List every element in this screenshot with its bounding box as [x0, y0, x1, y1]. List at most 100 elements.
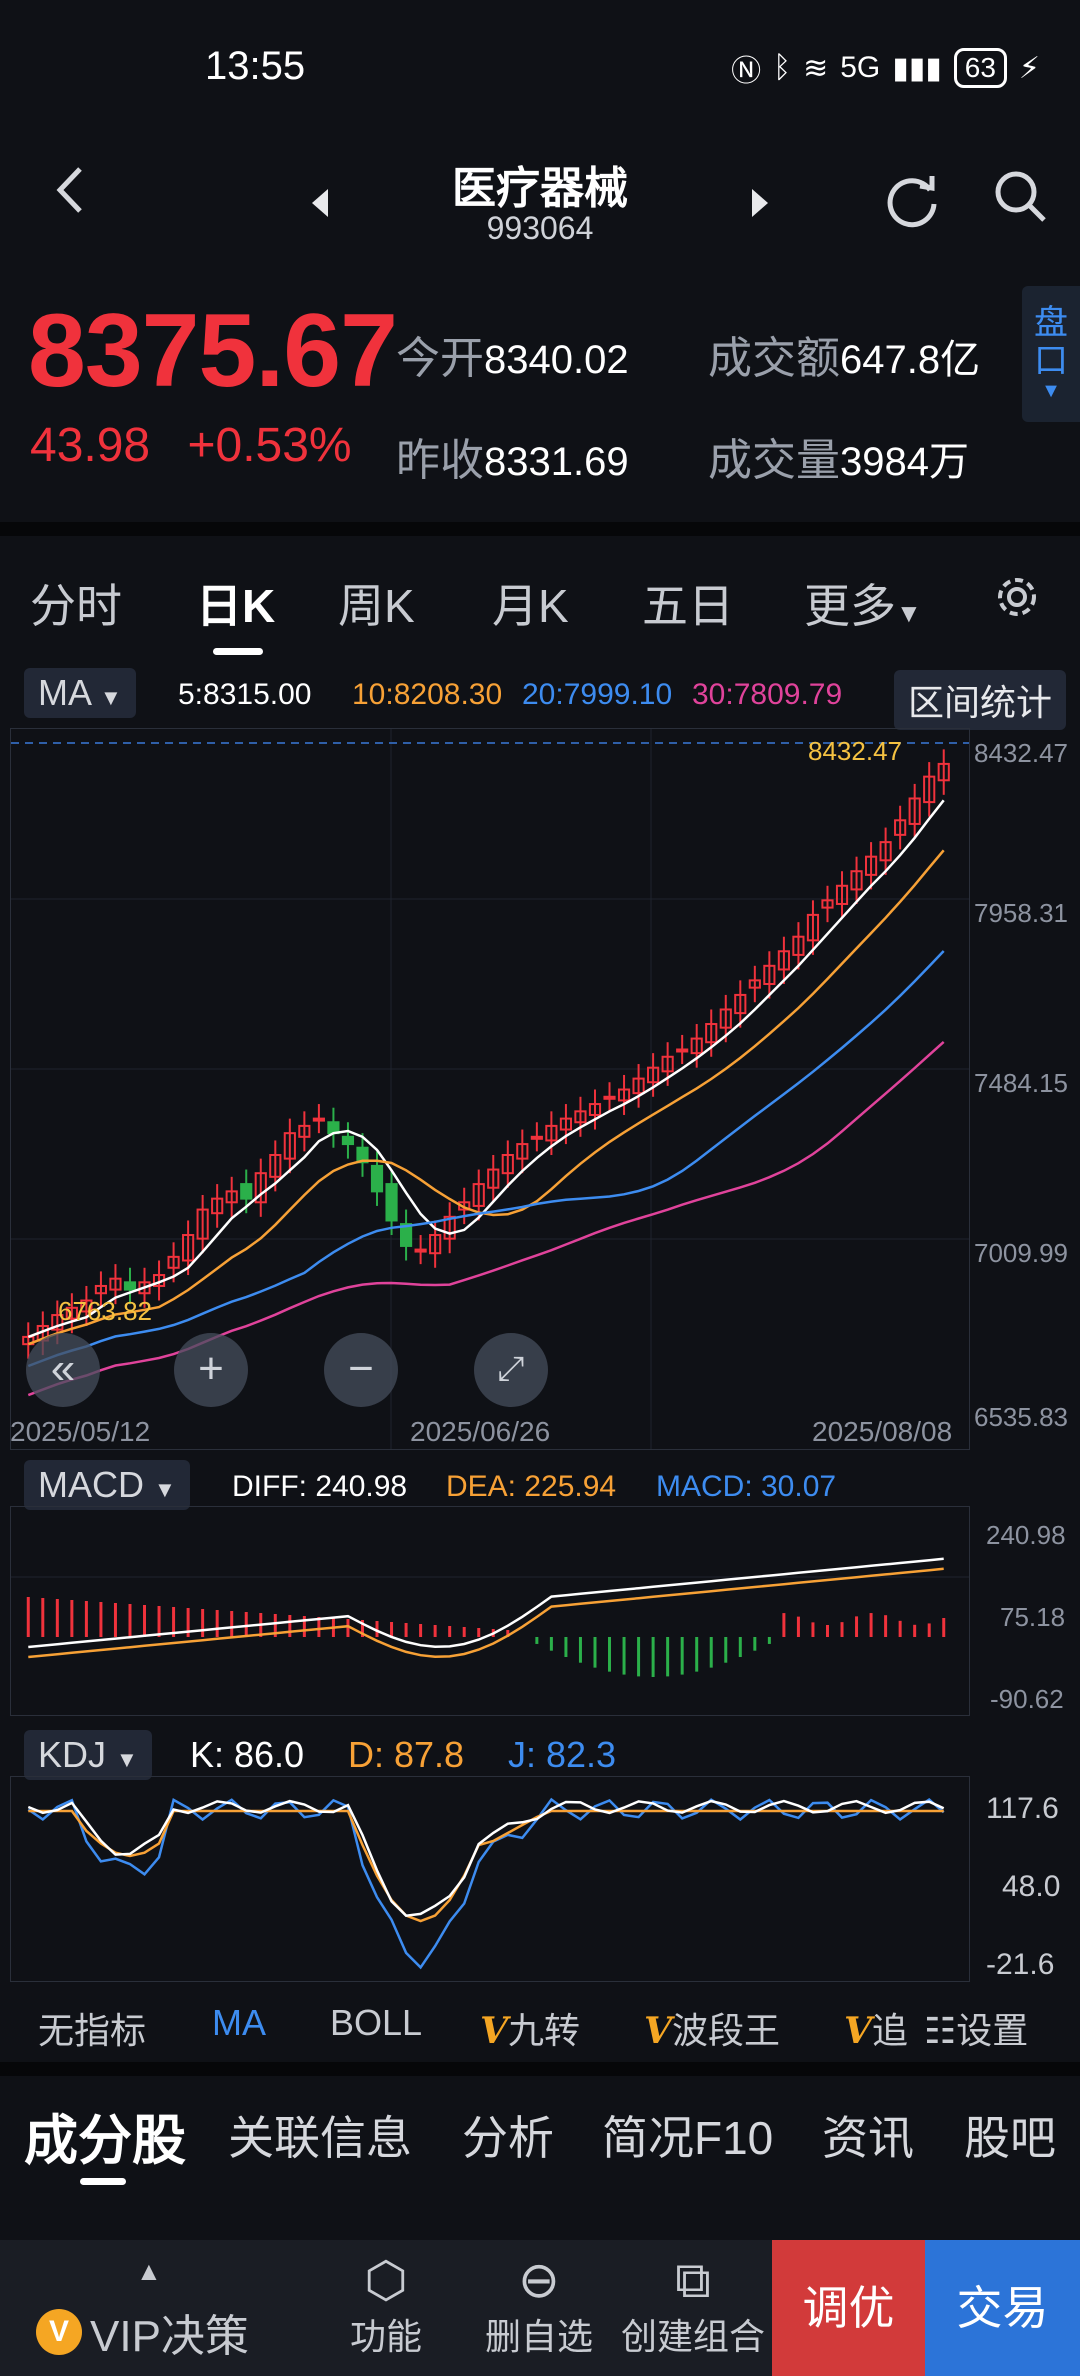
zoom-in-button[interactable]: + [174, 1333, 248, 1407]
x-label-0: 2025/05/12 [10, 1416, 151, 1447]
tab-f10[interactable]: 简况F10 [602, 2112, 774, 2164]
price-change: 43.98 +0.53% [30, 418, 352, 473]
candle-body [182, 1234, 195, 1262]
prev-stock-icon[interactable] [308, 176, 332, 230]
battery-level: 63 [953, 48, 1007, 88]
macd-value: MACD: 30.07 [656, 1470, 837, 1503]
macd-dea: DEA: 225.94 [446, 1470, 617, 1503]
tab-five-day[interactable]: 五日 [642, 580, 734, 632]
indicator-none[interactable]: 无指标 [38, 2010, 147, 2051]
refresh-icon[interactable] [882, 168, 942, 233]
nfc-icon: Ⓝ [731, 55, 762, 88]
function-button[interactable]: ⬡ 功能 [336, 2252, 436, 2360]
ma5-line [27, 799, 945, 1339]
ma-select[interactable]: MA ▼ [24, 668, 136, 718]
search-icon[interactable] [990, 166, 1050, 231]
tab-constituents[interactable]: 成分股 [24, 2111, 186, 2171]
candle-body [850, 870, 863, 891]
back-icon[interactable] [52, 165, 88, 226]
status-icons: Ⓝ ᛒ ≋ 5G ▮▮▮ 63 ⚡ [731, 46, 1040, 90]
candle-body [385, 1183, 398, 1222]
candle-body [487, 1168, 500, 1189]
kdj-d-line [28, 1809, 944, 1923]
pankou-label: 盘口 [1034, 304, 1068, 380]
candle-body [806, 913, 820, 942]
indicator-zhui[interactable]: V追 [844, 2002, 908, 2054]
amount-label: 成交额 [708, 334, 840, 383]
y-label-1: 7958.31 [974, 898, 1068, 928]
kdj-j-line [27, 1797, 945, 1970]
prev-close-row: 昨收8331.69 [396, 424, 629, 488]
stock-code: 993064 [486, 210, 594, 246]
tab-analysis[interactable]: 分析 [462, 2112, 554, 2164]
create-portfolio-button[interactable]: ⧉ 创建组合 [618, 2252, 768, 2360]
expand-up-icon[interactable]: ▲ [136, 2256, 162, 2286]
candle-body [705, 1023, 718, 1044]
network-label: 5G [840, 51, 881, 84]
candle-body [777, 950, 790, 971]
kline-chart[interactable] [10, 728, 970, 1450]
kdj-chart[interactable] [10, 1776, 970, 1982]
candle-body [879, 841, 892, 862]
trade-button[interactable]: 交易 [925, 2240, 1080, 2376]
ma20-value: 20:7999.10 [522, 678, 673, 711]
indicator-settings[interactable]: ☷设置 [924, 2002, 1028, 2054]
macd-select[interactable]: MACD ▼ [24, 1460, 190, 1510]
ma30-value: 30:7809.79 [692, 678, 843, 711]
tab-more-label: 更多 [804, 580, 896, 632]
y-label-0: 8432.47 [974, 738, 1068, 768]
kdj-select[interactable]: KDJ ▼ [24, 1730, 152, 1780]
tab-forum[interactable]: 股吧 [964, 2112, 1056, 2164]
optimize-button[interactable]: 调优 [772, 2240, 925, 2376]
high-marker: 8432.47 [808, 736, 902, 766]
tab-news[interactable]: 资讯 [822, 2112, 914, 2164]
next-stock-icon[interactable] [748, 176, 772, 230]
vip-decision-button[interactable]: V VIP决策 [36, 2300, 249, 2364]
charging-icon: ⚡ [1018, 51, 1040, 85]
volume-row: 成交量3984万 [708, 424, 969, 488]
indicator-boduanwang[interactable]: V波段王 [644, 2002, 780, 2054]
candle-body [530, 1135, 543, 1140]
candle-body [458, 1201, 471, 1211]
y-label-3: 7009.99 [974, 1238, 1068, 1268]
candle-body [647, 1066, 660, 1084]
macd-diff: DIFF: 240.98 [232, 1470, 408, 1503]
vip-badge-icon: V [36, 2309, 82, 2355]
macd-chart[interactable] [10, 1506, 970, 1716]
tab-fenshi[interactable]: 分时 [30, 580, 122, 632]
tab-daily-k[interactable]: 日K [196, 580, 276, 632]
prev-close-value: 8331.69 [484, 440, 629, 484]
y-label-4: 6535.83 [974, 1402, 1068, 1432]
range-stats-button[interactable]: 区间统计 [893, 670, 1066, 730]
scroll-left-button[interactable]: « [26, 1333, 100, 1407]
zoom-out-button[interactable]: − [324, 1333, 398, 1407]
x-label-2: 2025/08/08 [812, 1416, 953, 1447]
candle-body [399, 1223, 413, 1247]
tab-weekly-k[interactable]: 周K [338, 580, 415, 632]
pankou-button[interactable]: 盘口 ▼ [1022, 286, 1080, 422]
x-label-1: 2025/06/26 [410, 1416, 551, 1447]
candle-body [225, 1190, 238, 1204]
indicator-jiuzhuan[interactable]: V九转 [480, 2002, 580, 2054]
macd-select-label: MACD [38, 1464, 144, 1505]
candle-body [676, 1048, 689, 1053]
tab-more[interactable]: 更多▼ [804, 570, 922, 636]
indicator-boll[interactable]: BOLL [330, 2002, 423, 2043]
candle-body [690, 1037, 703, 1055]
create-portfolio-label: 创建组合 [620, 2316, 765, 2357]
candle-body [748, 979, 761, 989]
candle-body [908, 797, 921, 825]
fullscreen-button[interactable]: ⤢ [474, 1333, 548, 1407]
tab-related-info[interactable]: 关联信息 [228, 2112, 412, 2164]
kdj-y-1: 48.0 [1002, 1870, 1061, 1903]
status-time: 13:55 [205, 44, 306, 88]
change-value: 43.98 [30, 419, 151, 472]
candle-body [603, 1095, 616, 1100]
indicator-ma[interactable]: MA [212, 2002, 266, 2043]
tab-monthly-k[interactable]: 月K [492, 580, 569, 632]
chart-settings-icon[interactable] [994, 574, 1040, 625]
macd-y-0: 240.98 [986, 1520, 1066, 1550]
remove-watchlist-button[interactable]: ⊖ 删自选 [474, 2252, 604, 2360]
candle-body [138, 1281, 151, 1295]
dea-line [28, 1567, 944, 1659]
